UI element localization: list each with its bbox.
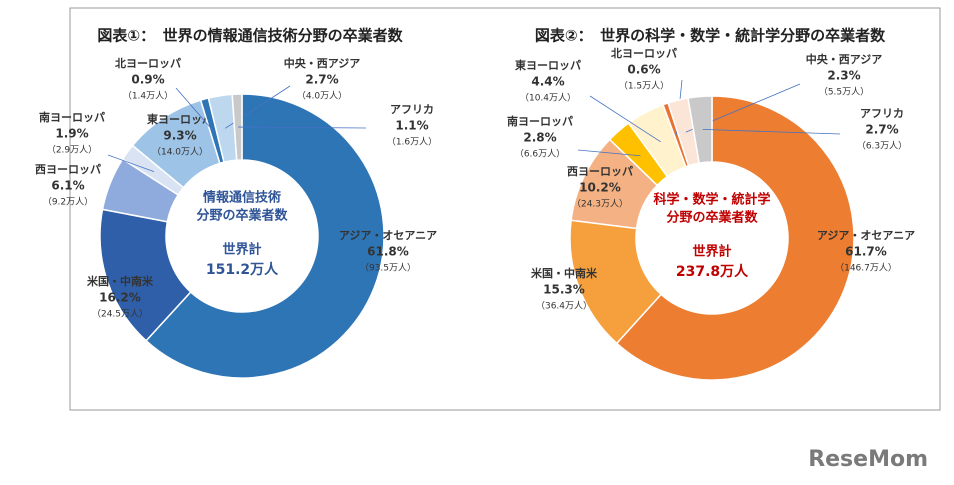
slice-label: 中央・西アジア <box>284 56 361 70</box>
slice-label: アフリカ <box>390 103 434 116</box>
slice-count: （6.6万人） <box>515 149 565 160</box>
slice-percent: 9.3% <box>163 129 196 143</box>
slice-count: （9.2万人） <box>43 197 93 208</box>
slice-percent: 2.8% <box>523 131 556 145</box>
slice-count: （1.4万人） <box>123 91 173 102</box>
slice-label: 西ヨーロッパ <box>567 165 633 178</box>
slice-percent: 10.2% <box>579 181 621 195</box>
slice-percent: 61.7% <box>845 245 887 259</box>
slice-count: （146.7万人） <box>835 263 897 274</box>
slice-label: 東ヨーロッパ <box>147 112 213 126</box>
logo: ReseMom <box>808 447 928 472</box>
leader-line <box>702 128 841 135</box>
slice-percent: 16.2% <box>99 291 141 305</box>
slice-percent: 2.3% <box>827 69 860 83</box>
slice-count: （1.5万人） <box>619 81 669 92</box>
slice-count: （36.4万人） <box>536 301 592 312</box>
slice-label: 南ヨーロッパ <box>507 114 573 128</box>
slice-label: 西ヨーロッパ <box>35 163 101 176</box>
slice-count: （5.5万人） <box>819 87 869 98</box>
leader-line <box>175 87 214 132</box>
slice-percent: 2.7% <box>865 123 898 137</box>
slice-percent: 1.1% <box>395 119 428 133</box>
leader-line <box>238 126 367 129</box>
donut-slice <box>231 93 243 161</box>
center-text: 237.8万人 <box>676 263 749 280</box>
slice-percent: 61.8% <box>367 245 409 259</box>
center-text: 151.2万人 <box>206 261 279 278</box>
donut-slice <box>687 95 713 164</box>
slice-label: 中央・西アジア <box>806 52 883 66</box>
slice-label: アフリカ <box>860 107 904 120</box>
slice-percent: 15.3% <box>543 283 585 297</box>
slice-count: （4.0万人） <box>297 91 347 102</box>
slice-count: （24.3万人） <box>572 199 628 210</box>
slice-label: 南ヨーロッパ <box>39 110 105 124</box>
leader-line <box>107 154 155 173</box>
slice-label: 北ヨーロッパ <box>115 56 181 70</box>
slice-count: （93.5万人） <box>360 263 416 274</box>
center-text: 情報通信技術 <box>203 190 281 206</box>
slice-count: （24.5万人） <box>92 309 148 320</box>
center-text: 分野の卒業者数 <box>196 208 288 224</box>
center-text: 科学・数学・統計学 <box>653 192 770 208</box>
slice-label: 東ヨーロッパ <box>515 58 581 72</box>
slice-percent: 0.6% <box>627 63 660 77</box>
leader-line <box>577 149 641 157</box>
center-text: 分野の卒業者数 <box>666 210 758 226</box>
slice-label: 北ヨーロッパ <box>611 46 677 60</box>
slice-percent: 1.9% <box>55 127 88 141</box>
center-text: 世界計 <box>222 242 261 258</box>
slice-count: （2.9万人） <box>47 145 97 156</box>
chart-title: 図表②： 世界の科学・数学・統計学分野の卒業者数 <box>535 27 886 45</box>
center-text: 世界計 <box>692 244 731 260</box>
slice-count: （14.0万人） <box>152 147 208 158</box>
slice-percent: 4.4% <box>531 75 564 89</box>
slice-count: （6.3万人） <box>857 141 907 152</box>
donut-slice <box>615 95 855 381</box>
slice-count: （1.6万人） <box>387 137 437 148</box>
frame <box>69 7 941 411</box>
slice-count: （10.4万人） <box>520 93 576 104</box>
slice-percent: 2.7% <box>305 73 338 87</box>
slice-label: アジア・オセアニア <box>817 229 915 242</box>
slice-label: アジア・オセアニア <box>339 229 437 242</box>
chart-title: 図表①： 世界の情報通信技術分野の卒業者数 <box>97 27 403 45</box>
slice-percent: 0.9% <box>131 73 164 87</box>
slice-label: 米国・中南米 <box>86 274 154 288</box>
donut-slice <box>145 93 385 379</box>
slice-percent: 6.1% <box>51 179 84 193</box>
slice-label: 米国・中南米 <box>530 266 598 280</box>
leader-line <box>589 95 661 143</box>
